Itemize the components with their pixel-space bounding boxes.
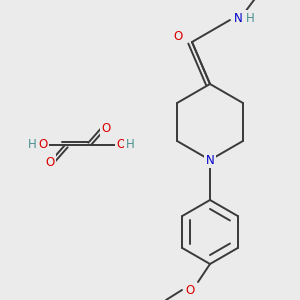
- Text: O: O: [101, 122, 111, 134]
- Text: O: O: [45, 155, 55, 169]
- Text: H: H: [246, 11, 254, 25]
- Text: O: O: [173, 31, 183, 44]
- Text: H: H: [126, 139, 134, 152]
- Text: O: O: [185, 284, 195, 296]
- Text: H: H: [28, 139, 36, 152]
- Text: N: N: [206, 154, 214, 166]
- Text: N: N: [234, 11, 242, 25]
- Text: O: O: [38, 139, 48, 152]
- Text: O: O: [116, 139, 126, 152]
